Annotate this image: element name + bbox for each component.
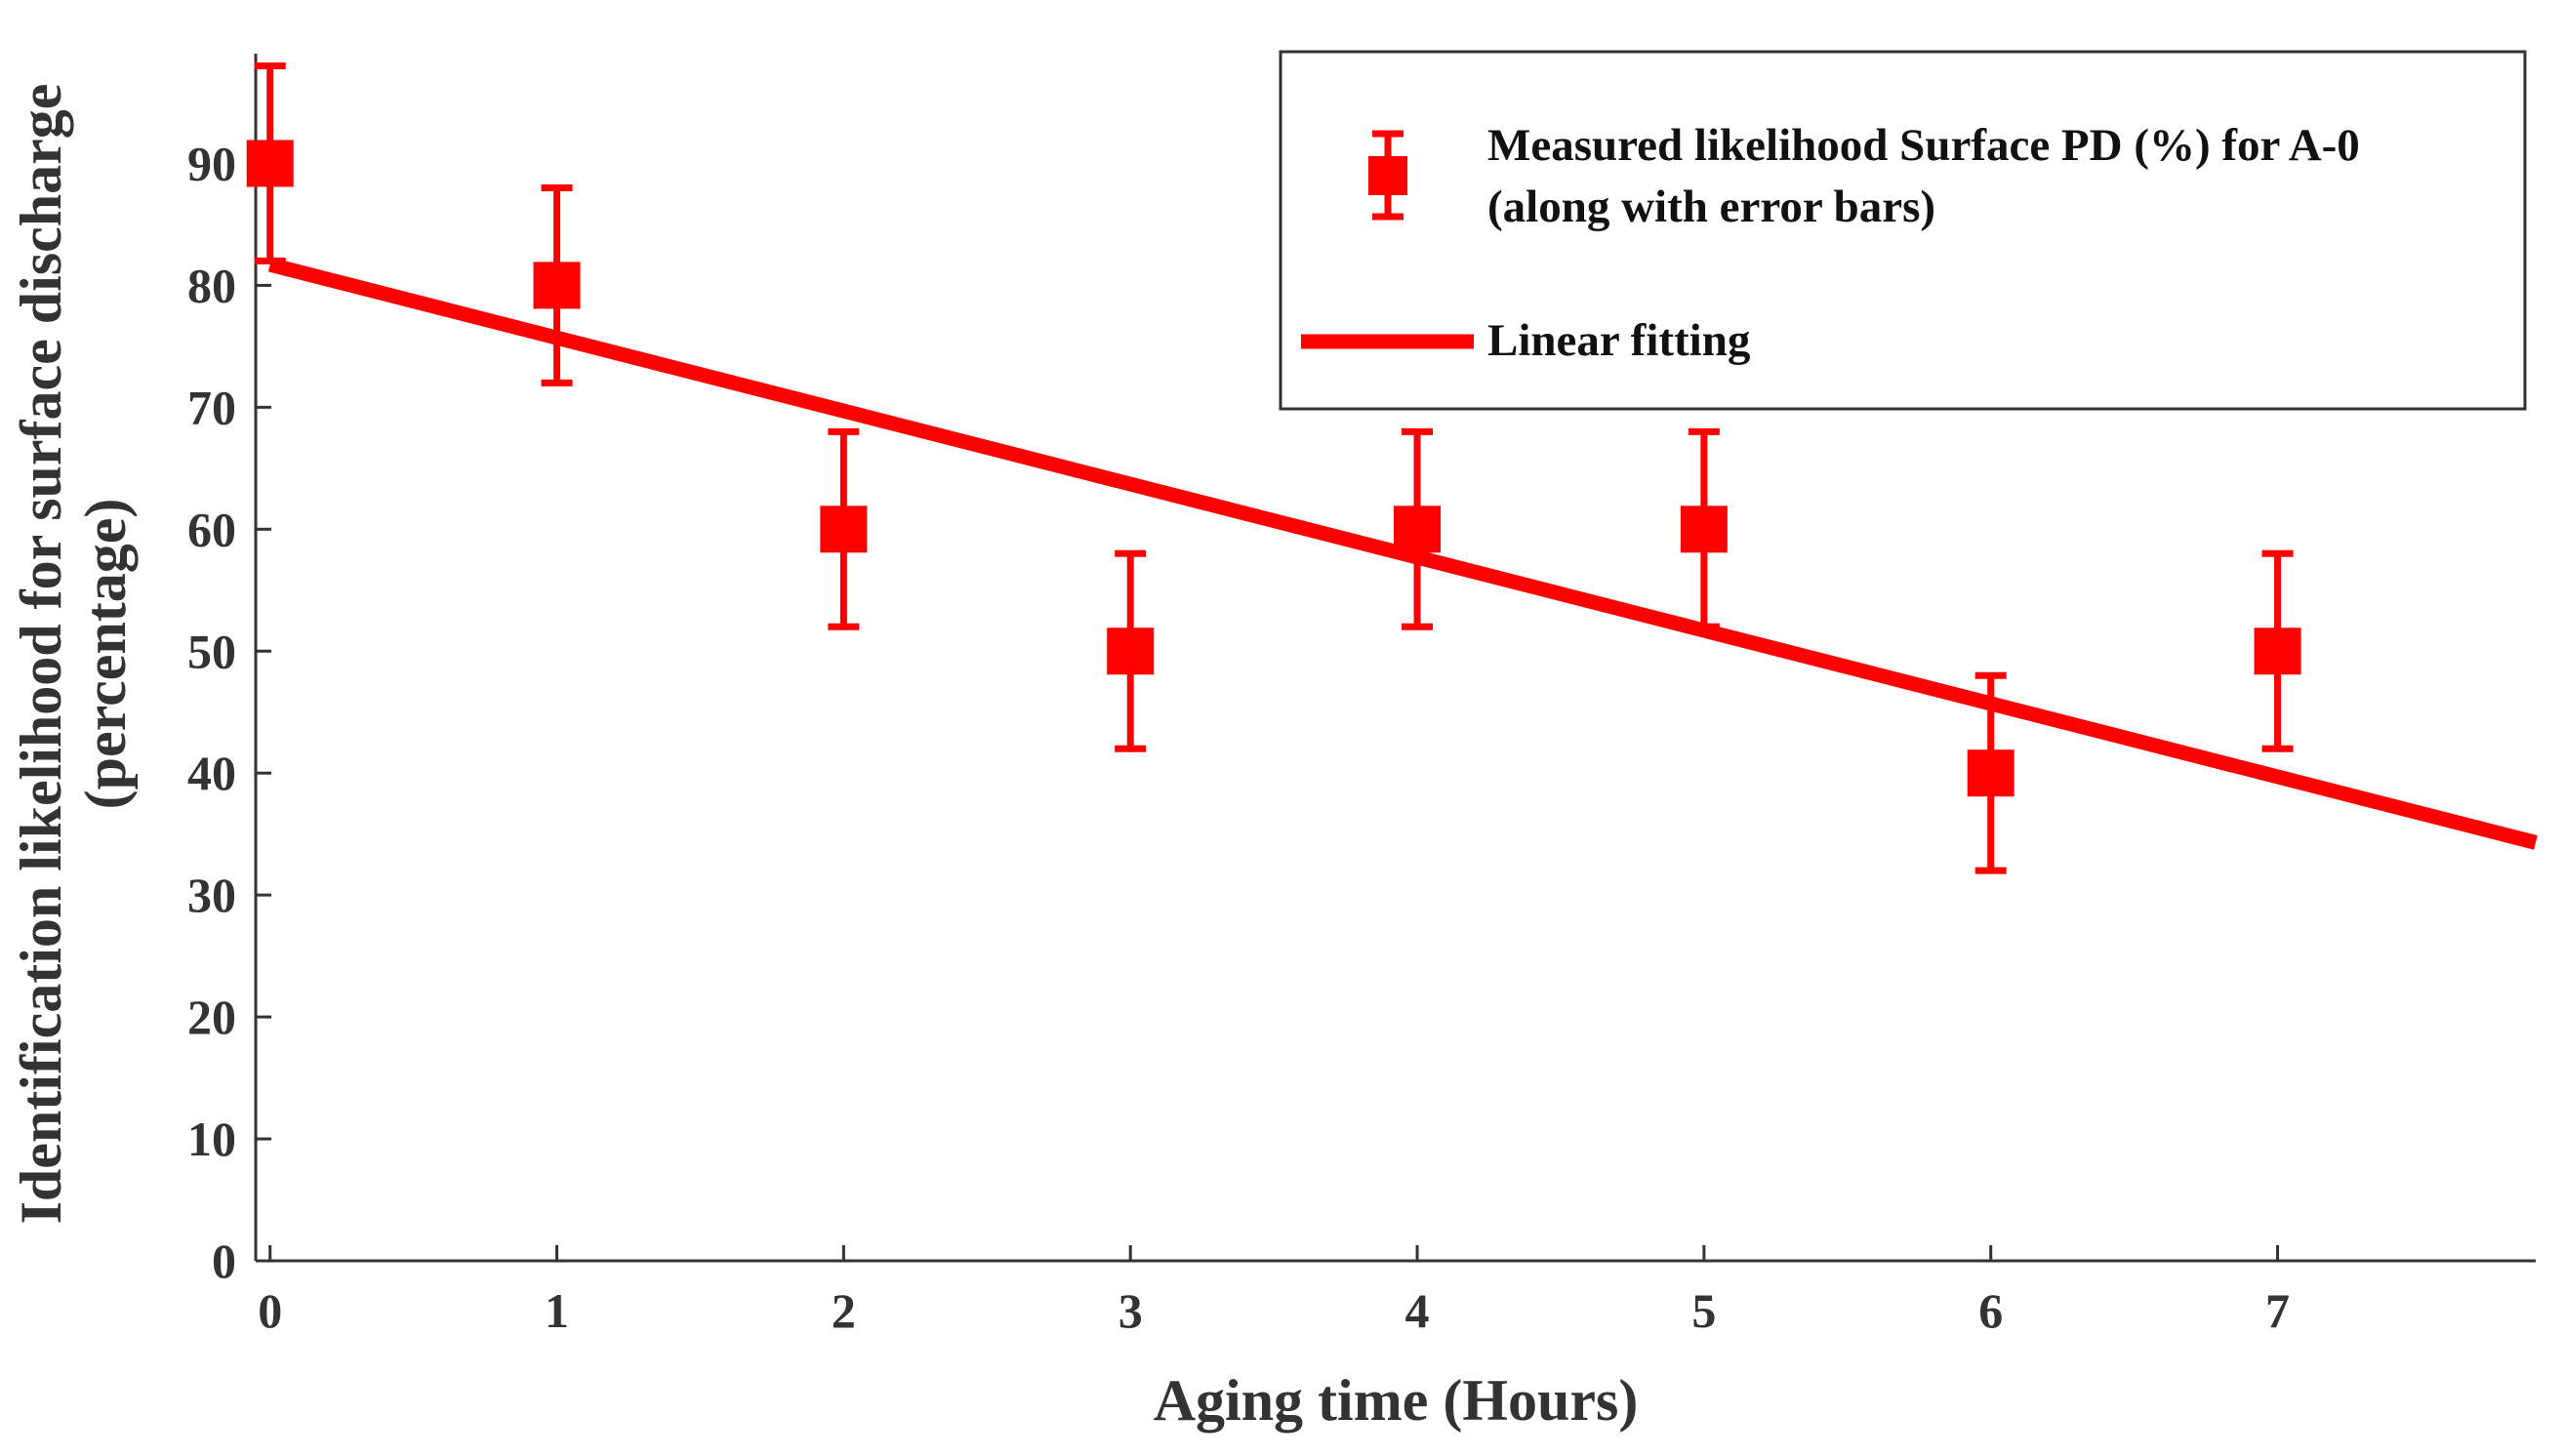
x-tick-label: 6 bbox=[1978, 1283, 2003, 1338]
legend: Measured likelihood Surface PD (%) for A… bbox=[1279, 50, 2527, 411]
x-tick-label: 1 bbox=[545, 1283, 569, 1338]
x-tick-label: 7 bbox=[2265, 1283, 2290, 1338]
y-tick-label: 0 bbox=[212, 1234, 236, 1288]
data-point bbox=[1394, 427, 1442, 630]
y-tick-label: 20 bbox=[187, 990, 236, 1044]
x-tick-label: 2 bbox=[832, 1283, 856, 1338]
x-tick-label: 0 bbox=[258, 1283, 282, 1338]
y-tick-label: 10 bbox=[187, 1112, 236, 1166]
y-tick-label: 30 bbox=[187, 868, 236, 922]
data-point bbox=[1967, 671, 2015, 874]
data-marker bbox=[533, 262, 581, 309]
legend-label-measured: Measured likelihood Surface PD (%) for A… bbox=[1487, 120, 2360, 171]
errorbar-group bbox=[246, 61, 2301, 874]
x-ticks: 0 1 2 3 4 5 6 7 bbox=[258, 1245, 2290, 1338]
data-point bbox=[1680, 427, 1728, 630]
y-tick-label: 40 bbox=[187, 746, 236, 800]
x-axis-title: Aging time (Hours) bbox=[1154, 1368, 1639, 1433]
x-tick-label: 5 bbox=[1691, 1283, 1716, 1338]
axes bbox=[254, 54, 2536, 1263]
data-marker bbox=[246, 140, 294, 187]
data-marker bbox=[1967, 749, 2015, 797]
data-marker bbox=[1107, 627, 1155, 675]
y-tick-label: 70 bbox=[187, 380, 236, 434]
data-marker bbox=[2254, 627, 2301, 675]
data-point bbox=[820, 427, 868, 630]
y-tick-label: 60 bbox=[187, 502, 236, 556]
data-marker bbox=[820, 506, 868, 553]
legend-marker-errorbar bbox=[1368, 130, 1407, 221]
fit-line bbox=[267, 257, 2538, 850]
data-point bbox=[246, 61, 294, 264]
data-point bbox=[533, 183, 581, 386]
data-marker bbox=[1680, 506, 1728, 553]
legend-square-marker bbox=[1368, 156, 1407, 195]
legend-label-measured-line2: (along with error bars) bbox=[1487, 182, 1935, 232]
fit-line-group bbox=[267, 257, 2538, 850]
y-tick-label: 90 bbox=[187, 136, 236, 190]
legend-label-fit: Linear fitting bbox=[1487, 315, 1751, 366]
y-ticks: 0 10 20 30 40 50 60 70 80 90 bbox=[187, 136, 271, 1288]
y-axis-title: Identification likelihood for surface di… bbox=[9, 84, 73, 1225]
data-point bbox=[2254, 549, 2301, 752]
data-point bbox=[1107, 549, 1155, 752]
x-tick-label: 3 bbox=[1119, 1283, 1143, 1338]
y-tick-label: 50 bbox=[187, 624, 236, 678]
x-tick-label: 4 bbox=[1405, 1283, 1430, 1338]
legend-box bbox=[1279, 50, 2527, 411]
y-axis-title-secondary: (percentage) bbox=[73, 499, 138, 810]
data-marker bbox=[1394, 506, 1442, 553]
y-tick-label: 80 bbox=[187, 258, 236, 312]
